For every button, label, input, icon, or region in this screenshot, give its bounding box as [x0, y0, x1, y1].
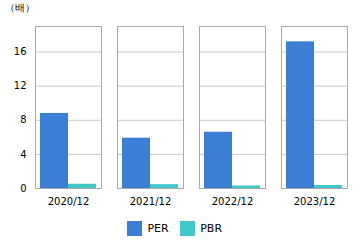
svg-text:12: 12	[14, 80, 27, 91]
svg-text:4: 4	[20, 149, 26, 160]
svg-text:0: 0	[20, 183, 26, 194]
html-text:PER: PER	[147, 222, 169, 235]
svg-text:2020/12: 2020/12	[48, 196, 90, 207]
svg-text:（배）: （배）	[5, 2, 35, 13]
svg-text:2023/12: 2023/12	[294, 196, 336, 207]
svg-text:2021/12: 2021/12	[130, 196, 172, 207]
svg-text:16: 16	[14, 46, 27, 57]
html-text:PBR: PBR	[200, 222, 222, 235]
svg-text:8: 8	[20, 114, 26, 125]
svg-text:2022/12: 2022/12	[212, 196, 254, 207]
